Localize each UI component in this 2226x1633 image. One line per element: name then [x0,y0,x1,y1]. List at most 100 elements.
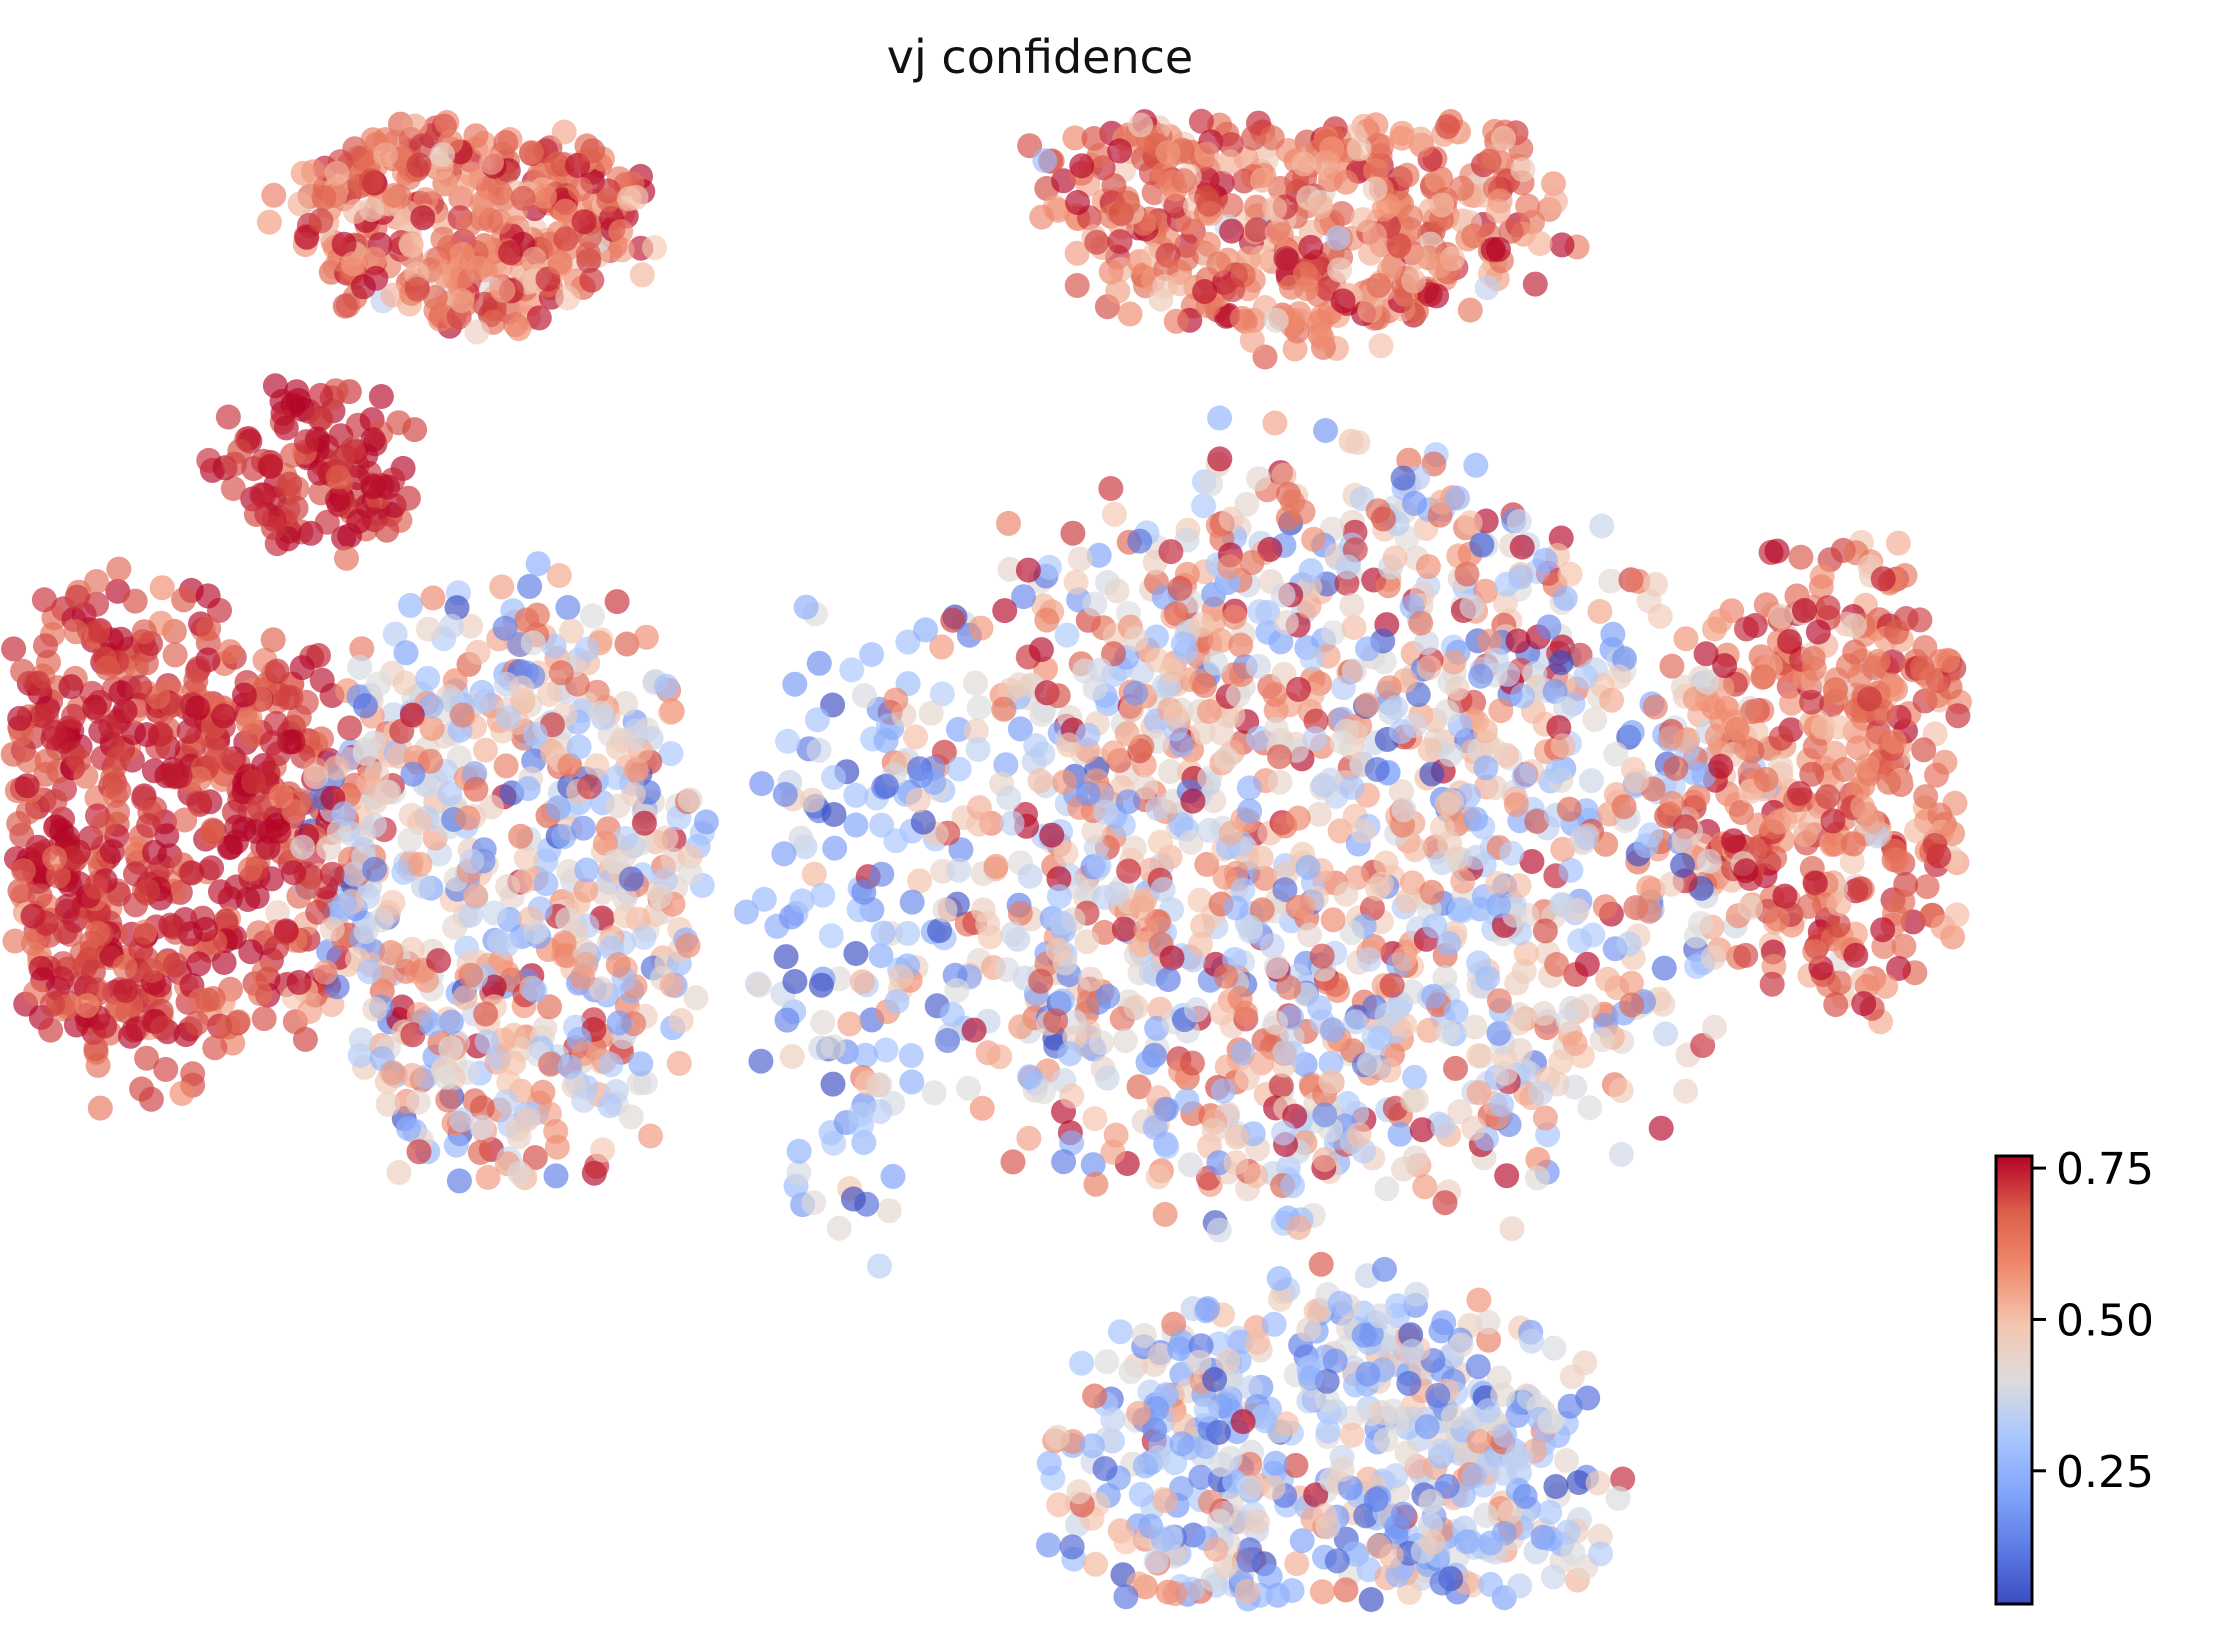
data-point [553,226,579,252]
data-point [1367,1025,1393,1051]
data-point [1203,650,1229,676]
data-point [217,639,243,665]
data-point [1382,545,1408,571]
data-point [1491,125,1516,151]
data-point [199,823,225,849]
data-point [1587,599,1613,624]
data-point [1421,983,1447,1009]
data-point [1154,1134,1180,1160]
data-point [1383,695,1408,721]
data-point [1131,1323,1157,1348]
data-point [319,861,345,887]
data-point [1306,801,1332,827]
data-point [1080,1152,1106,1178]
data-point [1036,554,1062,580]
data-point [546,563,572,588]
data-point [1383,1463,1409,1489]
data-point [597,1093,623,1119]
data-point [867,1099,893,1124]
data-point [309,726,334,752]
data-point [1335,554,1361,580]
data-point [1074,929,1100,955]
data-point [1466,1080,1492,1106]
data-point [1313,418,1338,443]
data-point [522,722,548,747]
data-point [1152,1488,1178,1514]
data-point [1246,466,1272,492]
data-point [1318,1069,1344,1095]
data-point [1696,848,1722,874]
data-point [910,809,936,835]
data-point [1263,954,1289,979]
data-point [1376,675,1402,701]
data-point [888,964,914,990]
data-point [1027,768,1053,794]
data-point [1519,1328,1545,1354]
data-point [1585,1470,1611,1496]
data-point [1482,775,1508,801]
data-point [366,671,392,697]
data-point [1448,1332,1474,1358]
data-point [1363,1487,1389,1512]
data-point [217,749,243,775]
data-point [1616,931,1642,957]
data-point [1207,405,1233,431]
data-point [1308,194,1334,219]
data-point [1624,768,1650,794]
data-point [325,464,351,490]
data-point [566,734,592,760]
data-point [997,556,1023,582]
data-point [1424,167,1450,193]
data-point [1224,1124,1250,1150]
data-point [1250,167,1275,193]
data-point [966,695,992,721]
colorbar-gradient [1994,1154,2034,1606]
data-point [1157,759,1183,785]
data-point [307,405,333,431]
data-point [1194,851,1220,877]
data-point [1145,1164,1171,1190]
data-point [1329,1456,1355,1482]
data-point [1190,913,1216,939]
data-point [1891,933,1917,959]
data-point [1215,1348,1241,1374]
data-point [334,545,359,571]
data-point [381,182,407,208]
data-point [1842,613,1867,639]
data-point [1043,1008,1069,1034]
data-point [1240,125,1266,151]
data-point [1499,1216,1525,1242]
data-point [1296,1388,1322,1414]
data-point [1473,1502,1499,1528]
data-point [1299,645,1325,671]
data-point [237,856,263,882]
data-point [675,933,701,958]
data-point [1152,1201,1178,1227]
data-point [1690,1033,1716,1058]
data-point [903,724,928,750]
data-point [1262,681,1288,707]
data-point [1147,1342,1173,1368]
data-point [799,787,825,813]
data-point [1911,737,1937,763]
data-point [1573,825,1599,851]
data-point [1549,891,1574,917]
data-point [399,702,425,728]
data-point [788,825,814,851]
data-point [1368,333,1394,359]
data-point [332,293,358,319]
data-point [1419,879,1445,905]
data-point [993,752,1019,778]
data-point [1944,902,1970,928]
data-point [106,556,132,582]
data-point [1653,1021,1679,1047]
data-point [251,1006,277,1032]
data-point [221,451,247,477]
data-point [551,824,577,850]
scatter-points [0,108,1972,1612]
data-point [1439,789,1464,814]
data-point [1450,868,1476,894]
data-point [1815,784,1841,810]
data-point [992,598,1018,624]
